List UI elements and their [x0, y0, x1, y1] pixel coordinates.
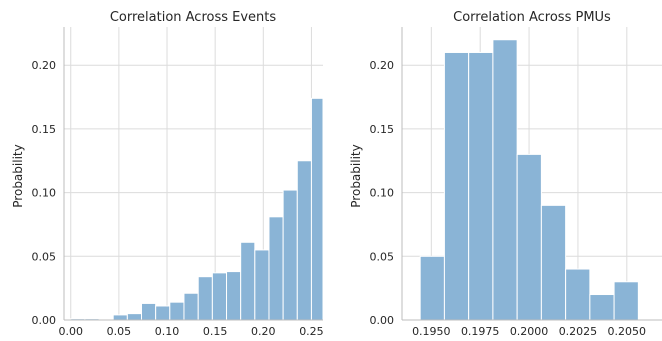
y-tick-label: 0.15	[32, 123, 57, 136]
y-tick-label: 0.10	[370, 187, 395, 200]
x-tick-label: 0.1950	[412, 325, 451, 338]
histogram-bar	[226, 271, 242, 321]
histogram-bar	[155, 305, 171, 321]
x-tick-label: 0.00	[58, 325, 83, 338]
histogram-bar	[268, 216, 284, 321]
chart-title: Correlation Across PMUs	[453, 10, 611, 25]
histogram-bar	[516, 153, 542, 321]
y-tick-label: 0.10	[32, 187, 57, 200]
histogram-bar	[126, 313, 143, 321]
y-tick-label: 0.15	[370, 123, 395, 136]
panel-correlation-across-events: Correlation Across Events Probability 0.…	[11, 10, 324, 338]
x-tick-label: 0.1975	[461, 325, 500, 338]
histogram-bar	[240, 241, 256, 321]
histogram-bar	[282, 189, 298, 321]
panel-correlation-across-pmus: Correlation Across PMUs Probability 0.19…	[349, 10, 662, 338]
x-tick-label: 0.20	[251, 325, 276, 338]
histogram-bar	[197, 276, 213, 321]
histogram-bar	[183, 292, 199, 321]
histogram-bar	[310, 97, 324, 321]
x-tick-label: 0.2025	[559, 325, 598, 338]
histogram-bar	[613, 281, 639, 321]
histogram-bar	[141, 302, 157, 321]
histogram-bar	[468, 51, 494, 321]
y-tick-label: 0.05	[370, 250, 395, 263]
histogram-bar	[211, 272, 228, 321]
y-tick-label: 0.20	[370, 59, 395, 72]
x-tick-label: 0.25	[299, 325, 324, 338]
histogram-bar	[589, 294, 615, 321]
histogram-bar	[540, 204, 567, 321]
x-tick-label: 0.05	[107, 325, 132, 338]
histogram-bar	[443, 51, 470, 321]
x-tick-label: 0.15	[203, 325, 228, 338]
histogram-bar	[565, 268, 591, 321]
histogram-bar	[112, 314, 128, 321]
y-tick-label: 0.05	[32, 250, 57, 263]
histogram-bar	[419, 255, 445, 321]
x-tick-label: 0.10	[155, 325, 180, 338]
y-tick-label: 0.00	[32, 314, 57, 327]
y-tick-label: 0.20	[32, 59, 57, 72]
histogram-bar	[254, 249, 270, 321]
x-tick-label: 0.2000	[510, 325, 549, 338]
chart-title: Correlation Across Events	[110, 10, 277, 25]
histogram-bar	[296, 160, 312, 321]
y-axis-label: Probability	[349, 144, 363, 207]
y-tick-label: 0.00	[370, 314, 395, 327]
histogram-bar	[492, 39, 518, 321]
y-axis-label: Probability	[11, 144, 25, 207]
histogram-bar	[169, 301, 185, 321]
x-tick-label: 0.2050	[608, 325, 647, 338]
